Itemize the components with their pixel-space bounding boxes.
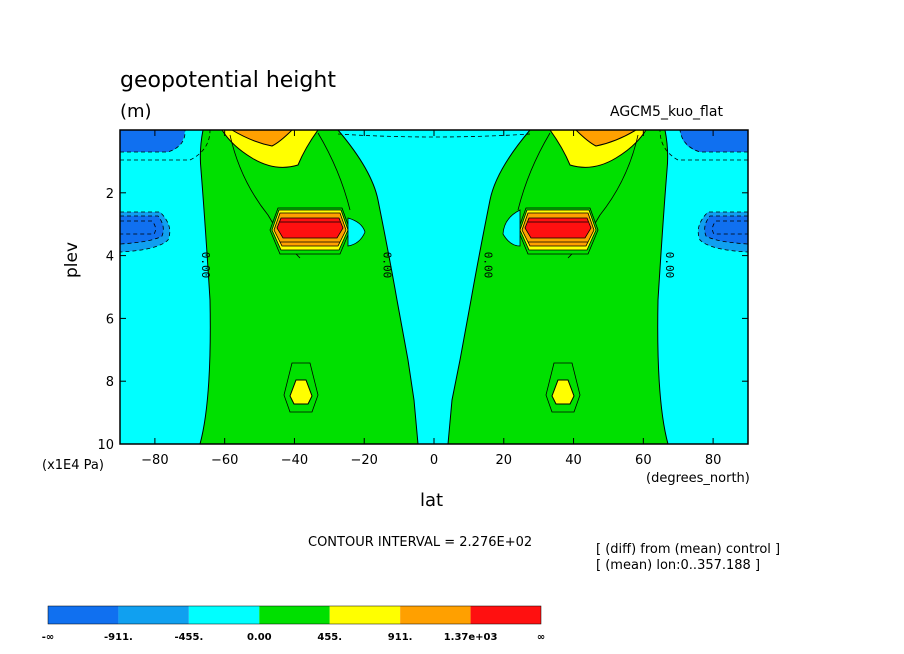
x-axis-unit: (degrees_north) [646, 471, 750, 486]
note-diff: [ (diff) from (mean) control ] [596, 542, 781, 557]
note-mean: [ (mean) lon:0..357.188 ] [596, 558, 761, 573]
x-tick-label: 60 [635, 453, 652, 468]
y-tick-label: 4 [106, 250, 114, 265]
lower-contour-right [545, 362, 581, 413]
colorbar-label: 455. [317, 632, 342, 643]
contour-labels: 0.00 0.00 0.00 0.00 [199, 252, 676, 279]
contour-line [317, 132, 351, 211]
colorbar-swatch [48, 606, 119, 624]
negative-contour-line [120, 130, 211, 161]
negative-contour-line [659, 130, 748, 161]
contour-label: 0.00 [199, 252, 212, 279]
x-axis-label: lat [420, 490, 444, 511]
x-tick-label: −20 [351, 453, 378, 468]
lower-positive-right [551, 379, 575, 405]
colorbar-swatch [118, 606, 189, 624]
colorbar-swatch [400, 606, 471, 624]
x-tick-label: −40 [281, 453, 308, 468]
contour-label: 0.00 [482, 252, 495, 279]
colorbar-label: 911. [388, 632, 413, 643]
colorbar-swatch [188, 606, 260, 624]
colorbar-label: -455. [174, 632, 203, 643]
colorbar-label: -∞ [42, 632, 54, 643]
y-tick-label: 8 [106, 375, 114, 390]
y-axis-unit: (x1E4 Pa) [42, 458, 104, 473]
colorbar-frame [47, 605, 542, 625]
green-lobe-right [447, 130, 669, 444]
chart-title: geopotential height [120, 68, 336, 93]
x-tick-label: 80 [705, 453, 722, 468]
colorbar-swatch [329, 606, 401, 624]
contour-line [517, 132, 551, 211]
x-tick-label: 0 [430, 453, 438, 468]
y-tick-label: 10 [97, 438, 114, 453]
x-tick-label: 40 [565, 453, 582, 468]
axis-ticks: −80 −60 −40 −20 0 20 40 60 80 2 4 6 8 10 [97, 130, 748, 468]
colorbar-label: 1.37e+03 [444, 632, 498, 643]
top-positive-right-inner [575, 130, 637, 147]
lower-positive-left [289, 379, 313, 405]
plot-fills [120, 130, 748, 444]
top-positive-right [549, 130, 647, 168]
x-tick-label: 20 [496, 453, 513, 468]
negative-contour-line [337, 133, 531, 138]
y-axis-label: plev [62, 241, 82, 278]
jet-core-right [517, 207, 599, 255]
contour-interval-text: CONTOUR INTERVAL = 2.276E+02 [308, 535, 533, 550]
lower-contour-left [283, 362, 319, 413]
side-core-left [120, 211, 171, 253]
x-tick-label: −80 [141, 453, 168, 468]
colorbar-swatch [470, 606, 541, 624]
colorbar: -∞ -911. -455. 0.00 455. 911. 1.37e+03 ∞ [42, 605, 545, 643]
y-tick-label: 6 [106, 312, 114, 327]
run-label: AGCM5_kuo_flat [610, 104, 723, 120]
colorbar-label: -911. [104, 632, 133, 643]
top-positive-left [221, 130, 319, 168]
contour-label: 0.00 [380, 252, 393, 279]
cyan-tongue-right [502, 209, 521, 247]
x-tick-label: −60 [211, 453, 238, 468]
jet-core-left [269, 207, 351, 255]
colorbar-swatch [259, 606, 330, 624]
y-tick-label: 2 [106, 187, 114, 202]
top-positive-left-inner [231, 130, 293, 147]
top-right-negative-fill [680, 130, 748, 152]
side-core-right [697, 211, 748, 253]
colorbar-label: ∞ [537, 632, 545, 643]
top-left-negative-fill [120, 130, 185, 152]
colorbar-label: 0.00 [247, 632, 272, 643]
contour-label: 0.00 [663, 252, 676, 279]
green-lobe-left [199, 130, 419, 444]
units-label: (m) [120, 101, 152, 122]
cyan-tongue-left [347, 217, 366, 247]
